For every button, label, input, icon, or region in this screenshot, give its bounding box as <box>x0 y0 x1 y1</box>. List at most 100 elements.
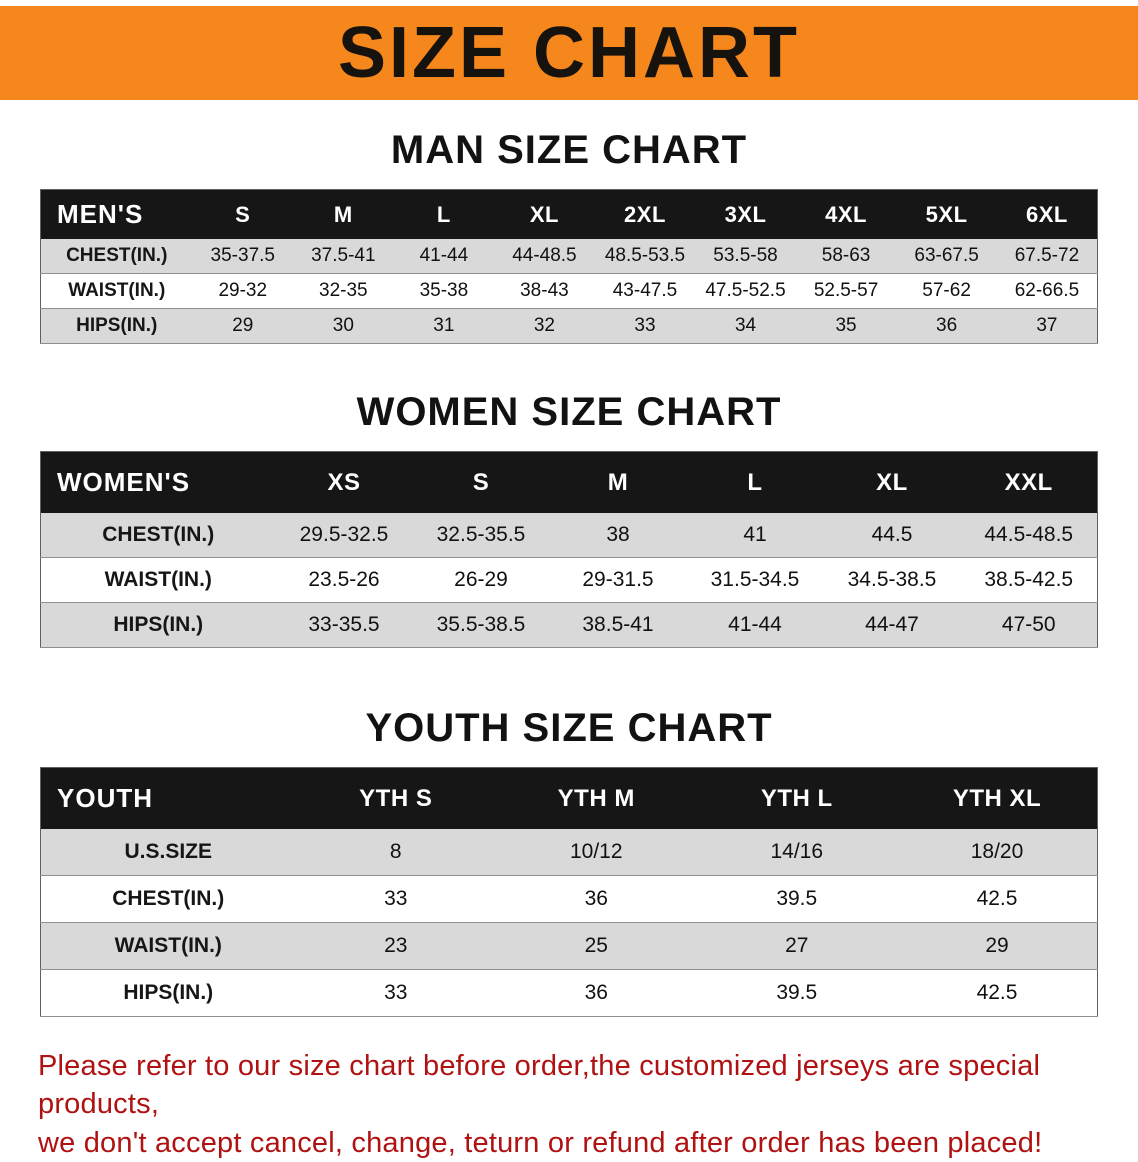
size-value-cell: 36 <box>496 875 697 923</box>
size-column-header: L <box>686 451 824 513</box>
page-title: SIZE CHART <box>338 13 800 93</box>
table-row: WAIST(IN.) 29-32 32-35 35-38 38-43 43-47.5 47.… <box>40 273 1098 309</box>
size-column-header: 6XL <box>996 189 1098 239</box>
size-column-header: YTH S <box>295 767 496 829</box>
table-row: HIPS(IN.) 33 36 39.5 42.5 <box>40 969 1098 1017</box>
youth-section-heading: YOUTH SIZE CHART <box>365 706 773 750</box>
size-value-cell: 32-35 <box>293 273 394 309</box>
size-value-cell: 39.5 <box>696 969 897 1017</box>
size-value-cell: 37 <box>996 308 1098 344</box>
measurement-label: CHEST(IN.) <box>40 875 296 923</box>
table-row: U.S.SIZE 8 10/12 14/16 18/20 <box>40 829 1098 876</box>
size-chart-page: SIZE CHART MAN SIZE CHART MEN'S S M L XL 2XL 3… <box>0 6 1138 1162</box>
size-column-header: 3XL <box>695 189 796 239</box>
size-value-cell: 29 <box>897 922 1098 970</box>
men-size-table: MEN'S S M L XL 2XL 3XL 4XL 5XL 6XL CHEST(IN.) 35-37… <box>40 189 1098 344</box>
size-value-cell: 26-29 <box>412 557 550 603</box>
table-row: HIPS(IN.) 33-35.5 35.5-38.5 38.5-41 41-44 44-… <box>40 602 1098 648</box>
table-header-row: YOUTH YTH S YTH M YTH L YTH XL <box>40 767 1098 829</box>
youth-size-table: YOUTH YTH S YTH M YTH L YTH XL U.S.SIZE 8 10/12… <box>40 767 1098 1017</box>
disclaimer-line-2: we don't accept cancel, change, teturn o… <box>38 1126 1043 1159</box>
size-value-cell: 41 <box>686 513 824 558</box>
measurement-label: CHEST(IN.) <box>40 513 276 558</box>
size-value-cell: 44-48.5 <box>494 239 595 274</box>
size-value-cell: 29 <box>192 308 294 344</box>
size-value-cell: 38.5-42.5 <box>960 557 1098 603</box>
size-value-cell: 41-44 <box>686 602 824 648</box>
size-value-cell: 29.5-32.5 <box>275 513 413 558</box>
size-value-cell: 10/12 <box>496 829 697 876</box>
size-column-header: 2XL <box>594 189 696 239</box>
size-value-cell: 62-66.5 <box>996 273 1098 309</box>
measurement-label: HIPS(IN.) <box>40 308 193 344</box>
content: MAN SIZE CHART MEN'S S M L XL 2XL 3XL 4XL 5XL 6XL… <box>0 128 1138 1162</box>
disclaimer: Please refer to our size chart before or… <box>38 1047 1100 1162</box>
size-value-cell: 57-62 <box>896 273 997 309</box>
measurement-label: WAIST(IN.) <box>40 922 296 970</box>
table-header-row: MEN'S S M L XL 2XL 3XL 4XL 5XL 6XL <box>40 189 1098 239</box>
measurement-label: HIPS(IN.) <box>40 602 276 648</box>
size-value-cell: 32 <box>494 308 595 344</box>
table-row: CHEST(IN.) 29.5-32.5 32.5-35.5 38 41 44.5 44.5… <box>40 513 1098 558</box>
table-row: HIPS(IN.) 29 30 31 32 33 34 35 36 37 <box>40 308 1098 344</box>
size-column-header: YTH L <box>696 767 897 829</box>
size-value-cell: 44.5-48.5 <box>960 513 1098 558</box>
size-value-cell: 32.5-35.5 <box>412 513 550 558</box>
size-value-cell: 33-35.5 <box>275 602 413 648</box>
size-value-cell: 27 <box>696 922 897 970</box>
table-row: CHEST(IN.) 35-37.5 37.5-41 41-44 44-48.5 48.5… <box>40 239 1098 274</box>
size-value-cell: 36 <box>896 308 997 344</box>
men-section-heading: MAN SIZE CHART <box>390 128 748 172</box>
measurement-label: U.S.SIZE <box>40 829 296 876</box>
size-value-cell: 8 <box>295 829 496 876</box>
size-column-header: L <box>393 189 495 239</box>
size-value-cell: 38 <box>549 513 687 558</box>
size-value-cell: 42.5 <box>897 875 1098 923</box>
measurement-label: WAIST(IN.) <box>40 557 276 603</box>
size-column-header: S <box>192 189 294 239</box>
size-value-cell: 35-38 <box>393 273 495 309</box>
size-value-cell: 33 <box>295 875 496 923</box>
table-row: WAIST(IN.) 23 25 27 29 <box>40 922 1098 970</box>
size-value-cell: 30 <box>293 308 394 344</box>
size-column-header: 5XL <box>896 189 997 239</box>
table-title-cell: MEN'S <box>40 189 193 239</box>
size-column-header: XL <box>823 451 961 513</box>
size-value-cell: 42.5 <box>897 969 1098 1017</box>
table-header-row: WOMEN'S XS S M L XL XXL <box>40 451 1098 513</box>
size-value-cell: 33 <box>295 969 496 1017</box>
size-value-cell: 35 <box>795 308 897 344</box>
size-value-cell: 38-43 <box>494 273 595 309</box>
disclaimer-line-1: Please refer to our size chart before or… <box>38 1050 1041 1121</box>
size-column-header: XXL <box>960 451 1098 513</box>
table-title-cell: WOMEN'S <box>40 451 276 513</box>
size-value-cell: 41-44 <box>393 239 495 274</box>
size-value-cell: 43-47.5 <box>594 273 696 309</box>
size-value-cell: 38.5-41 <box>549 602 687 648</box>
size-value-cell: 34 <box>695 308 796 344</box>
measurement-label: WAIST(IN.) <box>40 273 193 309</box>
size-column-header: XS <box>275 451 413 513</box>
size-value-cell: 35.5-38.5 <box>412 602 550 648</box>
size-column-header: S <box>412 451 550 513</box>
size-value-cell: 14/16 <box>696 829 897 876</box>
size-value-cell: 36 <box>496 969 697 1017</box>
banner: SIZE CHART <box>0 6 1138 100</box>
measurement-label: CHEST(IN.) <box>40 239 193 274</box>
size-value-cell: 39.5 <box>696 875 897 923</box>
size-column-header: XL <box>494 189 595 239</box>
size-value-cell: 25 <box>496 922 697 970</box>
size-value-cell: 44.5 <box>823 513 961 558</box>
size-column-header: M <box>549 451 687 513</box>
size-value-cell: 53.5-58 <box>695 239 796 274</box>
size-value-cell: 29-31.5 <box>549 557 687 603</box>
size-value-cell: 63-67.5 <box>896 239 997 274</box>
size-value-cell: 18/20 <box>897 829 1098 876</box>
women-size-table: WOMEN'S XS S M L XL XXL CHEST(IN.) 29.5-32.5 32.5… <box>40 451 1098 648</box>
size-value-cell: 37.5-41 <box>293 239 394 274</box>
size-value-cell: 67.5-72 <box>996 239 1098 274</box>
size-column-header: YTH XL <box>897 767 1098 829</box>
size-value-cell: 29-32 <box>192 273 294 309</box>
size-value-cell: 44-47 <box>823 602 961 648</box>
size-value-cell: 52.5-57 <box>795 273 897 309</box>
